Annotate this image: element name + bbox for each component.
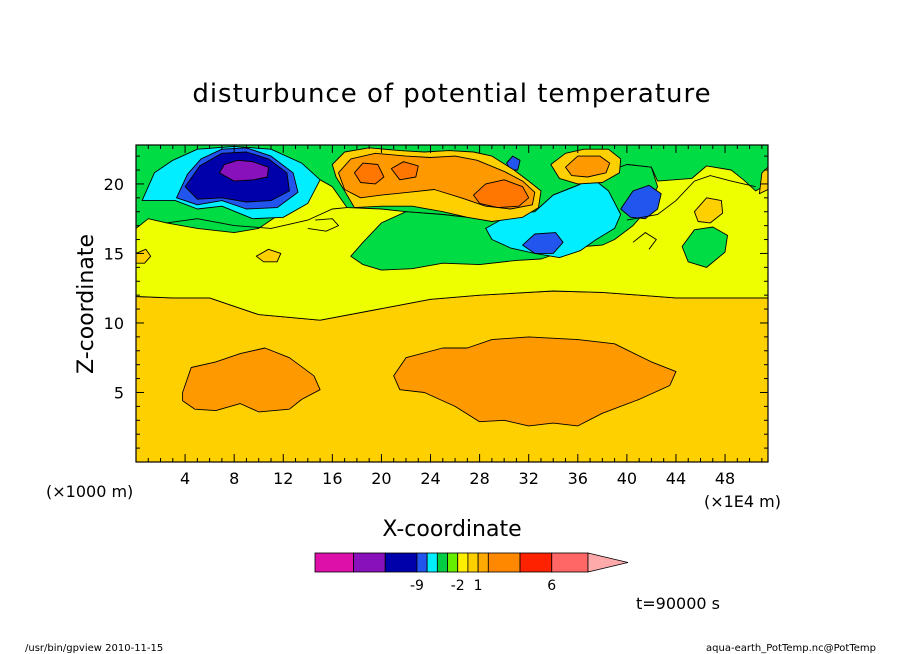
colorbar-arrow (587, 552, 629, 573)
colorbar-swatch (551, 552, 589, 573)
colorbar-swatch (436, 552, 448, 573)
contour-region-1 (182, 347, 321, 413)
contour-line-3 (632, 232, 657, 250)
contour-region-6 (681, 226, 728, 268)
footer-right: aqua-earth_PotTemp.nc@PotTemp (706, 643, 876, 654)
contour-region-22 (565, 155, 611, 178)
y-tick-label: 15 (104, 244, 124, 263)
y-axis-label: Z-coordinate (74, 234, 99, 374)
y-tick-label: 5 (114, 383, 124, 402)
x-tick-label: 48 (715, 469, 735, 488)
plot-area (136, 145, 768, 462)
contour-region-20 (758, 166, 768, 195)
x-unit-right: (×1E4 m) (704, 492, 781, 511)
colorbar-swatch (416, 552, 428, 573)
colorbar-swatch (384, 552, 418, 573)
colorbar: -9 -2 1 6 (314, 552, 629, 594)
colorbar-swatch (426, 552, 438, 573)
x-tick-label: 36 (568, 469, 588, 488)
y-tick-label: 20 (104, 175, 124, 194)
x-unit-left: (×1000 m) (46, 482, 133, 501)
time-label: t=90000 s (636, 594, 720, 613)
contour-region-25 (390, 161, 419, 181)
plot-frame (135, 144, 769, 463)
x-axis-label: X-coordinate (382, 517, 521, 542)
colorbar-tick-label: 1 (474, 578, 483, 594)
chart-title: disturbunce of potential temperature (192, 79, 711, 109)
y-tick-label: 10 (104, 314, 124, 333)
colorbar-swatch (314, 552, 354, 573)
x-tick-label: 8 (229, 469, 239, 488)
colorbar-swatch (487, 552, 521, 573)
contour-region-14 (218, 159, 269, 182)
contour-region-24 (353, 162, 385, 185)
x-tick-label: 12 (273, 469, 293, 488)
footer-left: /usr/bin/gpview 2010-11-15 (25, 643, 163, 654)
x-tick-label: 32 (519, 469, 539, 488)
x-tick-label: 4 (180, 469, 190, 488)
contour-region-19 (255, 248, 282, 263)
colorbar-tick-label: -9 (410, 578, 424, 594)
colorbar-swatch (457, 552, 469, 573)
contour-line-1 (626, 175, 756, 221)
contour-line-0 (166, 207, 348, 229)
contour-region-10 (620, 184, 662, 220)
x-tick-label: 20 (371, 469, 391, 488)
contour-region-23 (473, 179, 530, 209)
x-tick-label: 40 (617, 469, 637, 488)
contour-region-8 (485, 177, 622, 259)
colorbar-swatch (447, 552, 459, 573)
colorbar-tick-label: -2 (451, 578, 465, 594)
colorbar-swatch (519, 552, 553, 573)
colorbar-tick-label: 6 (547, 578, 556, 594)
x-tick-label: 44 (666, 469, 686, 488)
contour-region-11 (522, 232, 564, 254)
contour-region-17 (693, 197, 724, 224)
colorbar-swatch (353, 552, 386, 573)
x-tick-label: 16 (322, 469, 342, 488)
colorbar-swatch (477, 552, 489, 573)
colorbar-swatch (467, 552, 479, 573)
x-tick-label: 24 (420, 469, 440, 488)
contour-region-18 (136, 248, 152, 264)
contour-region-2 (393, 336, 677, 427)
contour-line-2 (307, 218, 340, 232)
x-tick-label: 28 (469, 469, 489, 488)
